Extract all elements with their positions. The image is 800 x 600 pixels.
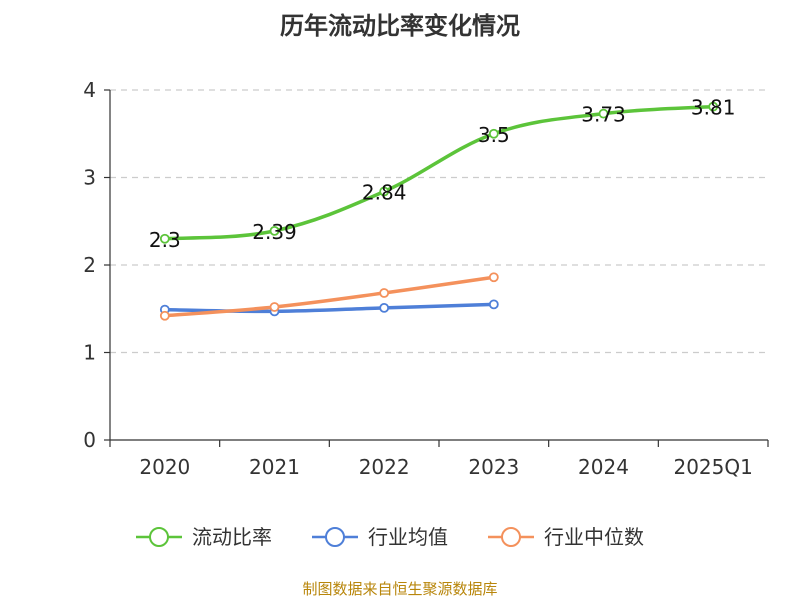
data-label: 3.81 — [691, 96, 736, 120]
series-line-0 — [164, 104, 714, 241]
data-point — [379, 186, 390, 197]
source-note: 制图数据来自恒生聚源数据库 — [302, 580, 498, 598]
legend-label: 行业均值 — [368, 525, 448, 549]
legend-label: 行业中位数 — [544, 525, 644, 549]
series-line-2 — [164, 275, 495, 318]
x-tick-label: 2023 — [468, 455, 519, 479]
axes: 0 1 2 3 4 2020 2021 2022 2023 2024 2025Q1 — [83, 78, 769, 479]
data-labels: 2.3 2.39 2.84 3.5 3.73 3.81 — [149, 96, 736, 252]
chart-title: 历年流动比率变化情况 — [280, 12, 520, 40]
data-point — [708, 101, 719, 112]
x-tick-label: 2024 — [578, 455, 629, 479]
data-label: 2.84 — [362, 181, 407, 205]
legend-marker — [149, 527, 169, 547]
y-tick-label: 0 — [83, 428, 96, 452]
data-point — [269, 302, 280, 312]
y-tick-label: 2 — [83, 253, 96, 277]
legend-marker — [501, 527, 521, 547]
data-label: 3.5 — [478, 123, 510, 147]
data-point — [269, 225, 280, 236]
data-point — [159, 310, 170, 321]
legend-marker — [325, 527, 345, 547]
y-tick-label: 3 — [83, 166, 96, 190]
data-point — [159, 233, 170, 244]
data-point — [488, 128, 499, 139]
legend: 流动比率 行业均值 行业中位数 — [136, 525, 644, 549]
data-point — [488, 299, 499, 310]
x-tick-label: 2022 — [359, 455, 410, 479]
legend-label: 流动比率 — [192, 525, 272, 549]
data-point — [598, 108, 609, 119]
data-label: 2.3 — [149, 228, 181, 252]
y-tick-label: 4 — [83, 78, 96, 102]
series-lines — [159, 101, 719, 321]
x-tick-label: 2020 — [139, 455, 190, 479]
x-tick-label: 2025Q1 — [673, 455, 752, 479]
series-line-1 — [164, 302, 494, 314]
y-tick-label: 1 — [83, 341, 96, 365]
x-tick-label: 2021 — [249, 455, 300, 479]
data-label: 3.73 — [581, 103, 626, 127]
data-point — [379, 302, 390, 313]
data-label: 2.39 — [252, 220, 297, 244]
data-point — [488, 272, 499, 283]
data-point — [379, 288, 390, 298]
